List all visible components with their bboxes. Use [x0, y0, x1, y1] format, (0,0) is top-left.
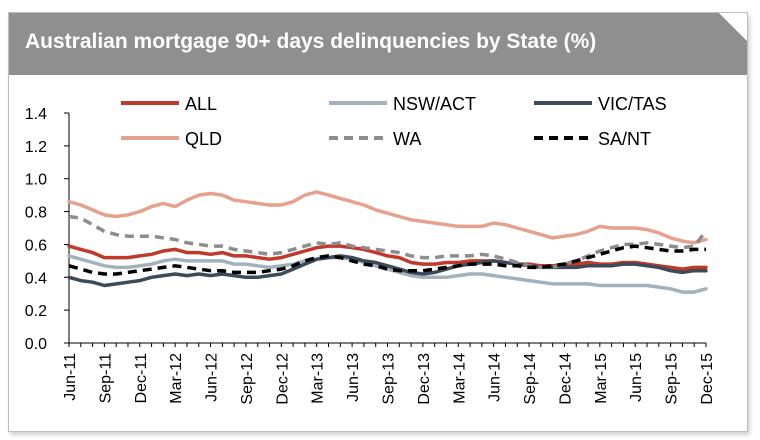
x-tick-label: Mar-14: [451, 353, 468, 404]
series-line-qld: [67, 190, 708, 245]
y-tick-label: 0.0: [25, 336, 47, 353]
x-tick-label: Sep-11: [97, 353, 114, 404]
y-tick-label: 0.4: [25, 270, 47, 287]
legend-label-sa-nt: SA/NT: [598, 129, 651, 149]
y-tick-label: 0.6: [25, 237, 47, 254]
series-line-nsw-act: [67, 254, 708, 294]
x-tick-label: Jun-12: [204, 353, 221, 402]
x-axis: Jun-11 Sep-11 Dec-11 Mar-12 Jun-12 Sep-12 Dec-…: [62, 342, 716, 405]
legend-label-vic-tas: VIC/TAS: [598, 94, 667, 114]
y-tick-label: 1.4: [25, 106, 47, 123]
y-tick-label: 1.2: [25, 139, 47, 156]
series-line-sa-nt: [68, 244, 706, 276]
series-line-wa: [68, 214, 708, 270]
chart-title: Australian mortgage 90+ days delinquenci…: [25, 30, 597, 53]
legend-label-nsw-act: NSW/ACT: [393, 94, 476, 114]
y-tick-label: 1.0: [25, 172, 47, 189]
chart-frame: Australian mortgage 90+ days delinquenci…: [8, 12, 748, 432]
x-tick-label: Dec-15: [699, 353, 716, 405]
y-tick-label: 0.2: [25, 303, 47, 320]
x-tick-label: Jun-13: [345, 353, 362, 402]
x-tick-label: Sep-13: [381, 353, 398, 405]
legend-label-wa: WA: [393, 129, 421, 149]
series-line-vic-tas: [67, 254, 708, 288]
x-tick-label: Mar-15: [593, 353, 610, 404]
x-tick-label: Jun-14: [487, 353, 504, 402]
x-tick-label: Dec-13: [416, 353, 433, 405]
title-bar-corner-notch: [719, 13, 747, 41]
x-tick-label: Sep-12: [239, 353, 256, 405]
legend-label-qld: QLD: [185, 129, 222, 149]
x-tick-label: Mar-13: [310, 353, 327, 404]
x-tick-label: Dec-12: [274, 353, 291, 405]
title-bar: Australian mortgage 90+ days delinquenci…: [9, 13, 747, 75]
legend-label-all: ALL: [185, 94, 217, 114]
x-tick-label: Jun-15: [628, 353, 645, 402]
x-tick-label: Mar-12: [168, 353, 185, 404]
x-tick-label: Sep-14: [522, 353, 539, 405]
x-tick-label: Jun-11: [62, 353, 79, 401]
y-tick-label: 0.8: [25, 205, 47, 222]
plot-area: [67, 190, 708, 294]
x-tick-label: Sep-15: [664, 353, 681, 405]
x-tick-label: Dec-14: [557, 353, 574, 405]
y-axis: 0.0 0.2 0.4 0.6 0.8 1.0 1.2 1.4: [25, 106, 70, 353]
x-tick-label: Dec-11: [133, 353, 150, 403]
chart-legend: ALL NSW/ACT VIC/TAS QLD WA SA/NT: [121, 94, 667, 149]
